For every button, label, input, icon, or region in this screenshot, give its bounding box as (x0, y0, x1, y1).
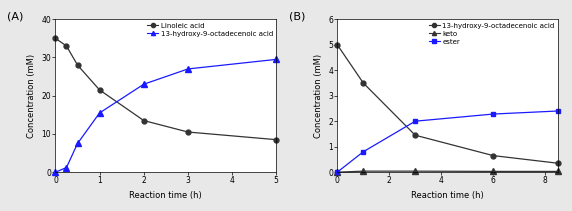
Linoleic acid (140, 119, 147, 122)
Linoleic acid (96, 89, 103, 91)
keto (412, 170, 419, 172)
Linoleic acid (185, 131, 192, 133)
13-hydroxy-9-octadecenoic acid (412, 134, 419, 137)
Text: (A): (A) (7, 12, 23, 22)
Linoleic acid (74, 64, 81, 66)
13-hydroxy-9-octadecenoic acid (96, 112, 103, 114)
13-hydroxy-9-octadecenoic acid (334, 43, 341, 46)
ester (334, 171, 341, 173)
keto (555, 170, 562, 173)
Line: ester: ester (335, 109, 561, 174)
Linoleic acid (63, 45, 70, 47)
13-hydroxy-9-octadecenoic acid (63, 166, 70, 169)
Line: keto: keto (335, 168, 561, 175)
Line: 13-hydroxy-9-octadecenoic acid: 13-hydroxy-9-octadecenoic acid (53, 57, 279, 175)
13-hydroxy-9-octadecenoic acid (185, 68, 192, 70)
ester (555, 110, 562, 112)
Linoleic acid (273, 138, 280, 141)
X-axis label: Reaction time (h): Reaction time (h) (129, 191, 202, 200)
Y-axis label: Concentration (mM): Concentration (mM) (27, 54, 36, 138)
13-hydroxy-9-octadecenoic acid (360, 82, 367, 84)
ester (490, 113, 496, 115)
13-hydroxy-9-octadecenoic acid (490, 154, 496, 157)
ester (360, 150, 367, 153)
13-hydroxy-9-octadecenoic acid (140, 83, 147, 85)
X-axis label: Reaction time (h): Reaction time (h) (411, 191, 484, 200)
Line: Linoleic acid: Linoleic acid (53, 36, 279, 142)
keto (334, 171, 341, 173)
keto (490, 170, 496, 173)
Text: (B): (B) (289, 12, 305, 22)
13-hydroxy-9-octadecenoic acid (52, 171, 59, 173)
keto (360, 170, 367, 172)
Linoleic acid (52, 37, 59, 40)
Y-axis label: Concentration (mM): Concentration (mM) (313, 54, 323, 138)
13-hydroxy-9-octadecenoic acid (74, 142, 81, 145)
Legend: 13-hydroxy-9-octadecenoic acid, keto, ester: 13-hydroxy-9-octadecenoic acid, keto, es… (428, 21, 556, 46)
Line: 13-hydroxy-9-octadecenoic acid: 13-hydroxy-9-octadecenoic acid (335, 42, 561, 166)
Legend: Linoleic acid, 13-hydroxy-9-octadecenoic acid: Linoleic acid, 13-hydroxy-9-octadecenoic… (146, 21, 274, 38)
ester (412, 120, 419, 122)
13-hydroxy-9-octadecenoic acid (273, 58, 280, 61)
13-hydroxy-9-octadecenoic acid (555, 162, 562, 165)
